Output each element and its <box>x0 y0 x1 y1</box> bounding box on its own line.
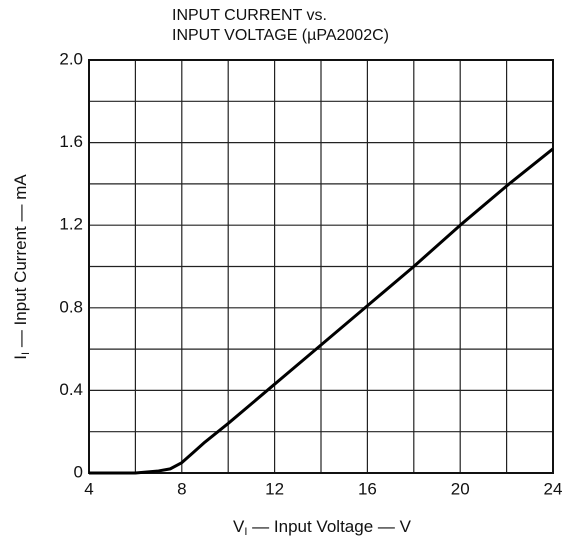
y-tick-label: 1.2 <box>59 215 83 234</box>
x-tick-label: 12 <box>265 479 284 498</box>
x-tick-label: 24 <box>544 479 563 498</box>
x-label-subscript: I <box>244 526 247 538</box>
x-label-text: — Input Voltage — V <box>247 517 411 536</box>
x-axis-label: VI — Input Voltage — V <box>233 517 412 537</box>
y-axis-label: II — Input Current — mA <box>11 174 31 360</box>
x-tick-label: 20 <box>451 479 470 498</box>
chart-title: INPUT CURRENT vs. <box>172 7 327 24</box>
y-tick-label: 0 <box>74 462 83 481</box>
x-tick-label: 4 <box>84 479 93 498</box>
y-label-subscript: I <box>20 352 32 355</box>
y-tick-label: 0.4 <box>59 380 83 399</box>
chart-title: INPUT VOLTAGE (µPA2002C) <box>172 27 389 44</box>
y-label-symbol: I <box>11 355 30 360</box>
x-tick-label: 8 <box>177 479 186 498</box>
plot-frame <box>88 59 554 474</box>
x-label-symbol: V <box>233 517 245 536</box>
data-line <box>89 147 554 475</box>
y-label-text: — Input Current — mA <box>11 174 30 352</box>
x-tick-label: 16 <box>358 479 377 498</box>
y-tick-label: 0.8 <box>59 297 83 316</box>
y-tick-label: 1.6 <box>59 132 83 151</box>
y-tick-label: 2.0 <box>59 49 83 68</box>
